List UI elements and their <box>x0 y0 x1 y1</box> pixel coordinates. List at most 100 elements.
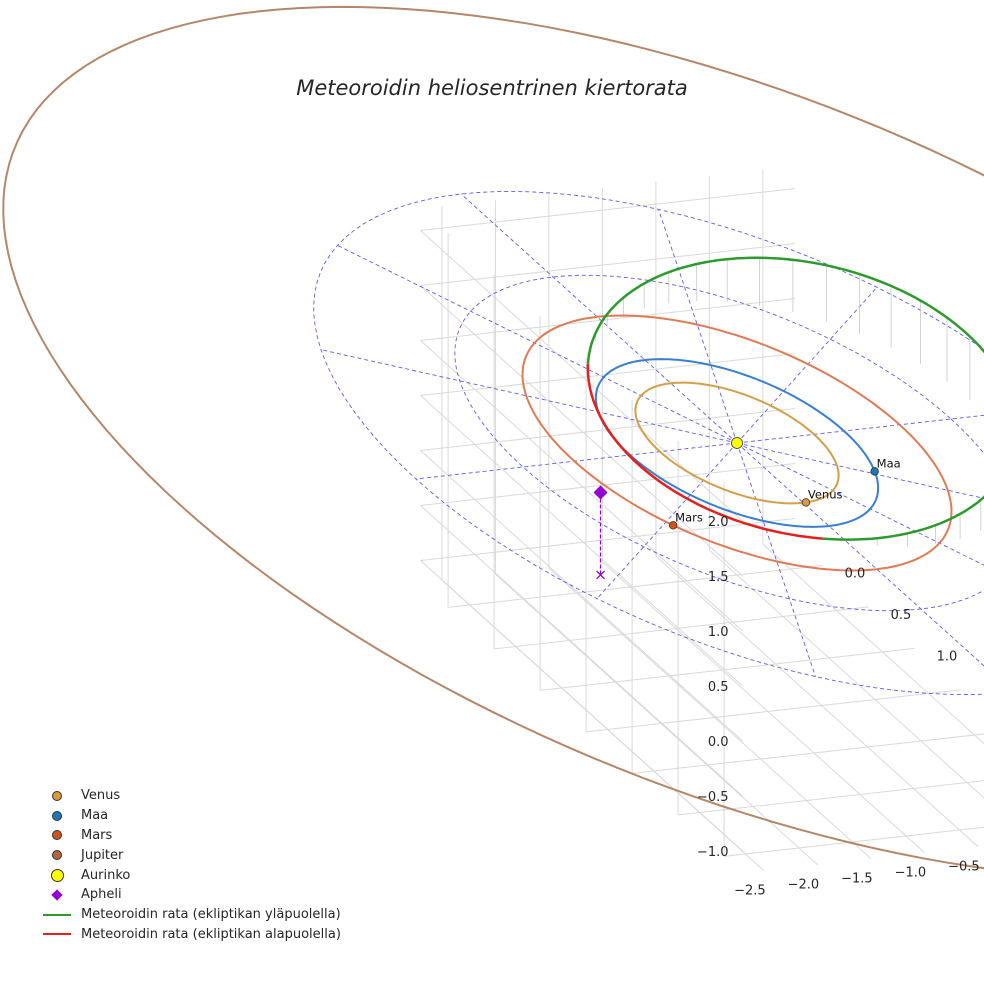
x-tick-label: −0.5 <box>948 860 980 875</box>
z-tick-label: 0.0 <box>708 735 729 750</box>
x-tick-label: −2.0 <box>788 878 820 893</box>
legend-label: Aurinko <box>81 867 131 883</box>
reference-spoke <box>736 442 984 667</box>
grid-line <box>420 463 796 506</box>
grid-line <box>678 780 984 816</box>
reference-spoke <box>736 442 816 677</box>
chart-title: Meteoroidin heliosentrinen kiertorata <box>296 76 688 100</box>
legend-symbol <box>40 828 74 842</box>
planet-label-venus: Venus <box>808 487 843 501</box>
legend-item: Maa <box>40 806 341 826</box>
reference-circle <box>313 190 984 696</box>
z-tick-label: 0.5 <box>708 680 729 695</box>
grid-line <box>548 567 872 859</box>
reference-spoke <box>736 414 984 444</box>
y-tick-label: 0.5 <box>891 608 912 623</box>
orbit-below-ecliptic <box>656 478 823 540</box>
sun-marker <box>731 437 743 449</box>
grid-line <box>420 285 743 577</box>
grid-line <box>724 826 984 857</box>
legend: Venus Maa Mars Jupiter Aurinko Apheli Meteoroi… <box>40 786 341 944</box>
z-tick-label: 2.0 <box>708 515 729 530</box>
y-tick-label: 0.0 <box>845 566 866 581</box>
reference-spoke <box>460 193 738 444</box>
aphelion-marker <box>593 485 608 500</box>
legend-symbol <box>40 848 74 862</box>
z-tick-label: 1.5 <box>708 570 729 585</box>
axis-ticks: −2.5 −2.0 −1.5 −1.0 −0.5 0.0 0.5 0.0 0.5 1.0 1.5 2.… <box>697 515 984 899</box>
legend-item: Jupiter <box>40 845 341 865</box>
planet-label-maa: Maa <box>877 456 901 470</box>
legend-item: Aurinko <box>40 865 341 885</box>
legend-symbol <box>40 888 74 902</box>
grid-line <box>448 564 823 608</box>
legend-label: Maa <box>81 808 109 824</box>
planet-marker-venus <box>801 498 811 507</box>
x-tick-label: −1.5 <box>841 872 873 887</box>
reference-spoke <box>736 286 878 444</box>
grid-line <box>441 579 765 871</box>
orbit-stems <box>595 257 982 547</box>
legend-label: Mars <box>81 827 113 843</box>
grid-line <box>602 561 925 853</box>
meteoroid-orbit <box>586 256 984 541</box>
z-tick-label: −1.0 <box>697 845 729 860</box>
orbit-below-ecliptic <box>586 363 659 481</box>
body-markers: Venus Maa Mars <box>593 437 901 580</box>
legend-symbol <box>40 908 74 922</box>
grid-line <box>540 647 915 691</box>
orbit-venus <box>634 381 840 505</box>
grid-line <box>762 543 984 745</box>
x-tick-label: −1.0 <box>895 866 927 881</box>
planet-marker-mars <box>668 521 678 530</box>
grid-line <box>420 298 796 341</box>
legend-label: Apheli <box>81 887 122 903</box>
legend-item: Apheli <box>40 885 341 905</box>
reference-spoke <box>736 442 984 499</box>
legend-label: Meteoroidin rata (ekliptikan yläpuolella… <box>81 907 341 923</box>
legend-item: Venus <box>40 786 341 806</box>
legend-label: Jupiter <box>81 847 124 863</box>
grid-line <box>586 689 961 733</box>
reference-spoke <box>658 209 738 444</box>
grid-line <box>495 573 818 865</box>
grid-line <box>420 518 796 561</box>
reference-spoke <box>337 244 738 444</box>
grid-line <box>632 733 984 774</box>
grid-line <box>709 549 984 799</box>
x-tick-label: −2.5 <box>734 884 766 899</box>
orbit-mars <box>521 314 953 572</box>
grid-line <box>420 243 796 286</box>
reference-spoke <box>415 442 738 480</box>
reference-spoke <box>736 442 984 566</box>
legend-symbol <box>40 789 74 803</box>
grid-line <box>494 606 869 650</box>
orbit-above-ecliptic <box>586 256 984 541</box>
legend-symbol <box>40 809 74 823</box>
legend-symbol <box>40 927 74 941</box>
grid-line <box>420 450 743 742</box>
z-tick-label: −0.5 <box>697 790 729 805</box>
planet-marker-maa <box>870 467 879 476</box>
aphelion-projection-marker <box>596 570 606 580</box>
reference-spoke <box>320 349 738 444</box>
grid-line <box>420 340 743 632</box>
grid-line <box>420 505 743 797</box>
y-tick-label: 1.5 <box>983 691 984 706</box>
legend-label: Venus <box>81 788 121 804</box>
legend-label: Meteoroidin rata (ekliptikan alapuolella… <box>81 926 341 942</box>
reference-circles <box>313 190 984 696</box>
planet-label-mars: Mars <box>675 510 703 524</box>
orbit-jupiter <box>2 5 984 870</box>
legend-item: Mars <box>40 826 341 846</box>
grid-line <box>420 395 743 687</box>
y-tick-label: 1.0 <box>937 649 958 664</box>
grid-line <box>420 230 743 522</box>
grid-line <box>420 188 796 231</box>
legend-item: Meteoroidin rata (ekliptikan alapuolella… <box>40 925 341 945</box>
legend-item: Meteoroidin rata (ekliptikan yläpuolella… <box>40 905 341 925</box>
grid-line <box>655 555 979 847</box>
legend-symbol <box>40 868 74 882</box>
z-tick-label: 1.0 <box>708 625 729 640</box>
